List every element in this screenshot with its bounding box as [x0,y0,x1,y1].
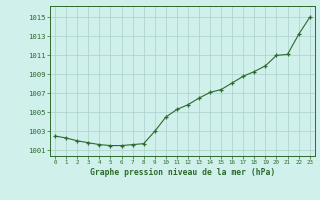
X-axis label: Graphe pression niveau de la mer (hPa): Graphe pression niveau de la mer (hPa) [90,168,275,177]
